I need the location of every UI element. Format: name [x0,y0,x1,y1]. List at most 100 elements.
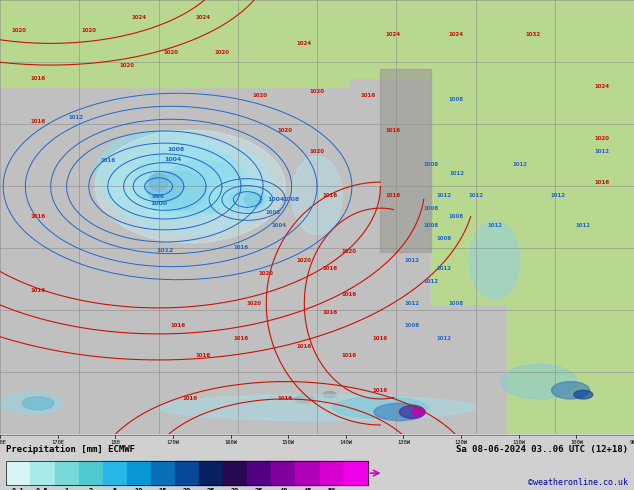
Bar [55,461,79,486]
Ellipse shape [412,408,425,416]
FancyBboxPatch shape [0,0,349,87]
Text: 1012: 1012 [576,223,591,228]
Text: 1008: 1008 [282,197,300,202]
Text: 1020: 1020 [119,63,134,68]
Ellipse shape [146,172,184,202]
Text: 1024: 1024 [449,32,464,37]
Ellipse shape [295,394,314,403]
Bar [223,461,247,486]
Ellipse shape [323,392,336,398]
Bar [6,461,368,486]
Text: 1016: 1016 [385,193,401,197]
Text: 170E: 170E [51,441,64,445]
Text: 1012: 1012 [436,193,451,197]
Text: 1012: 1012 [156,248,174,253]
Bar [103,461,127,486]
Text: 1016: 1016 [195,353,210,358]
Text: 1020: 1020 [309,149,325,154]
Text: 1024: 1024 [297,41,312,46]
Bar [295,461,320,486]
Ellipse shape [95,130,235,217]
Text: 1016: 1016 [233,245,249,250]
Text: 1016: 1016 [297,344,312,349]
Bar [30,461,55,486]
Bar [247,461,271,486]
Text: 1024: 1024 [595,84,610,89]
Text: 1016: 1016 [360,93,375,98]
Ellipse shape [149,172,206,210]
Text: 100W: 100W [570,441,583,445]
Text: 1008: 1008 [424,223,439,228]
Text: 1016: 1016 [595,180,610,185]
Text: 1016: 1016 [100,158,115,163]
Text: 180E: 180E [0,441,6,445]
Text: 160W: 160W [224,441,237,445]
Text: 1012: 1012 [404,301,420,306]
Text: 1008: 1008 [436,236,451,241]
Ellipse shape [95,130,285,243]
Text: 140W: 140W [339,441,353,445]
Text: 1020: 1020 [309,89,325,94]
Text: 20: 20 [183,488,191,490]
Bar [127,461,151,486]
Text: 1020: 1020 [278,127,293,133]
FancyBboxPatch shape [380,70,431,251]
Text: 1020: 1020 [246,301,261,306]
Text: 1020: 1020 [297,258,312,263]
Text: 1016: 1016 [30,119,46,124]
Text: 1016: 1016 [322,193,337,197]
Text: 1016: 1016 [373,388,388,393]
Text: 90W: 90W [629,441,634,445]
Text: 1020: 1020 [341,249,356,254]
Text: 1012: 1012 [436,336,451,341]
Bar [79,461,103,486]
Text: 170W: 170W [166,441,179,445]
Ellipse shape [162,160,244,213]
Text: 180: 180 [110,441,120,445]
Text: 130W: 130W [397,441,410,445]
Text: 1016: 1016 [233,336,249,341]
Text: 35: 35 [255,488,264,490]
Bar [271,461,295,486]
Text: 1020: 1020 [164,49,179,54]
Ellipse shape [374,403,425,420]
Text: 1012: 1012 [550,193,566,197]
Text: 1012: 1012 [468,193,483,197]
Text: 1016: 1016 [183,396,198,401]
Text: 996: 996 [152,194,165,199]
Bar [151,461,175,486]
Text: 1008: 1008 [449,301,464,306]
Text: 110W: 110W [512,441,525,445]
Text: 1024: 1024 [132,15,147,20]
Text: 1012: 1012 [404,258,420,263]
Text: 1008: 1008 [449,97,464,102]
Text: 1016: 1016 [278,396,293,401]
Ellipse shape [158,394,476,420]
Ellipse shape [22,397,54,410]
Text: 1008: 1008 [167,147,185,152]
Text: 40: 40 [279,488,288,490]
FancyBboxPatch shape [0,0,95,52]
Text: 1016: 1016 [30,75,46,80]
FancyBboxPatch shape [456,70,634,130]
Bar [320,461,344,486]
FancyBboxPatch shape [349,0,634,78]
Text: 1008: 1008 [424,206,439,211]
FancyBboxPatch shape [507,295,634,434]
Ellipse shape [133,147,247,217]
Text: 0.1: 0.1 [12,488,25,490]
Ellipse shape [149,173,168,191]
Text: 1020: 1020 [11,28,27,33]
Text: 1008: 1008 [265,210,280,215]
Text: 1000: 1000 [150,201,167,206]
Text: Precipitation [mm] ECMWF: Precipitation [mm] ECMWF [6,445,135,454]
Text: 1024: 1024 [385,32,401,37]
Ellipse shape [244,193,263,206]
Text: 5: 5 [113,488,117,490]
Text: 1012: 1012 [512,162,527,167]
Text: 2: 2 [89,488,93,490]
Ellipse shape [552,382,590,399]
Text: 1024: 1024 [195,15,210,20]
Text: 15: 15 [158,488,167,490]
Text: 1016: 1016 [170,323,185,328]
